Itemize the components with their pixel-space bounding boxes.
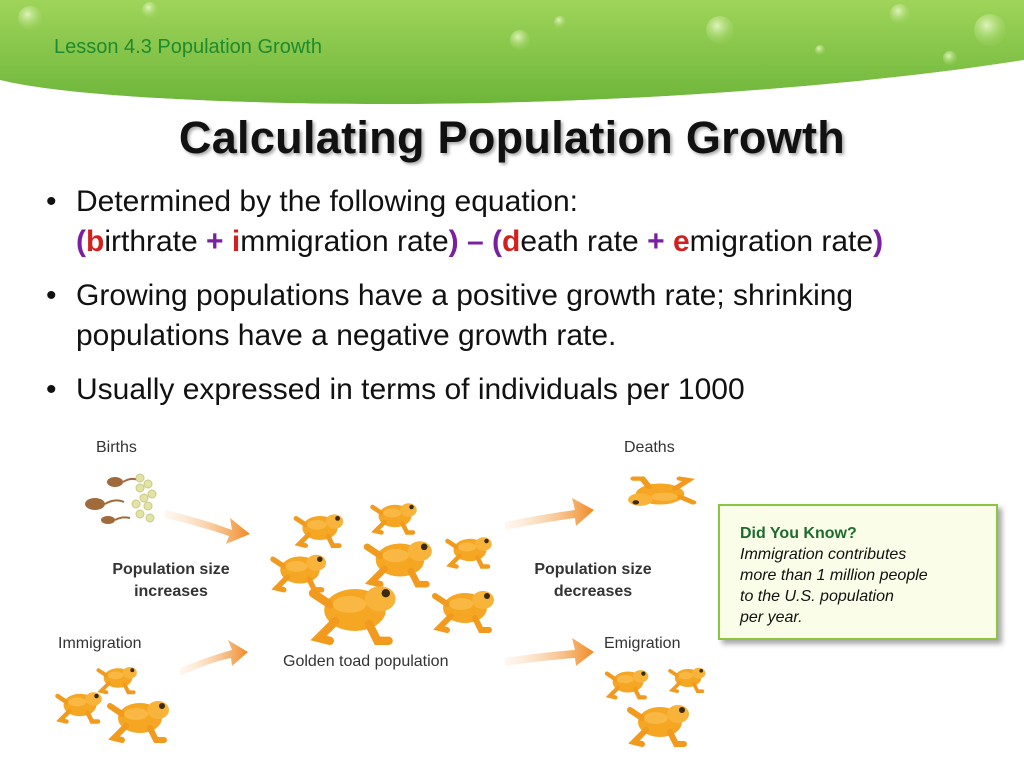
bullet-per-1000: • Usually expressed in terms of individu… — [46, 370, 1006, 410]
eq-i: i — [223, 225, 241, 258]
eq-text: mmigration rate — [240, 225, 449, 258]
arrow-births — [165, 510, 250, 544]
eq-plus: + — [647, 225, 665, 258]
bullet-dot: • — [46, 373, 57, 406]
eq-d: d — [502, 225, 521, 258]
did-you-know-callout: Did You Know? Immigration contributes mo… — [718, 504, 998, 640]
bullet-2-text: Growing populations have a positive grow… — [76, 279, 854, 352]
emigration-toads — [607, 665, 708, 744]
eq-minus: ) – ( — [448, 225, 502, 258]
callout-line: per year. — [740, 609, 803, 626]
label-line: Population size — [534, 561, 652, 578]
callout-line: more than 1 million people — [740, 567, 928, 584]
callout-line: Immigration contributes — [740, 546, 907, 563]
eggs-icon — [131, 473, 157, 523]
label-line: increases — [134, 583, 208, 600]
population-diagram — [0, 473, 708, 768]
eq-text: irthrate — [104, 225, 207, 258]
eq-b: b — [86, 225, 105, 258]
header-banner — [0, 0, 1024, 110]
immigration-toads — [58, 665, 170, 740]
bullet-list: • Determined by the following equation: … — [46, 182, 1006, 424]
golden-toad-population — [273, 503, 494, 641]
eq-paren: ) — [873, 225, 884, 258]
label-line: Population size — [112, 561, 230, 578]
dead-toad-icon — [628, 479, 693, 506]
label-line: decreases — [553, 583, 633, 600]
label-births: Births — [96, 439, 137, 456]
slide-title: Calculating Population Growth — [178, 112, 846, 163]
bullet-growth-rate: • Growing populations have a positive gr… — [46, 276, 1006, 356]
bullet-dot: • — [46, 185, 57, 218]
growth-equation: (birthrate + immigration rate) – (death … — [76, 222, 1006, 262]
bullet-dot: • — [46, 279, 57, 312]
label-emigration: Emigration — [604, 635, 681, 652]
arrow-immigration — [180, 640, 248, 676]
eq-text: migration rate — [689, 225, 874, 258]
lesson-label: Lesson 4.3 Population Growth — [54, 36, 322, 58]
arrow-deaths — [505, 498, 594, 530]
eq-e: e — [664, 225, 690, 258]
eq-text: eath rate — [520, 225, 648, 258]
arrow-emigration — [505, 638, 594, 666]
bullet-equation: • Determined by the following equation: … — [46, 182, 1006, 262]
label-population-increases: Population size increases — [100, 559, 242, 603]
label-immigration: Immigration — [58, 635, 142, 652]
callout-heading: Did You Know? — [740, 525, 857, 542]
tadpole-icon — [85, 477, 139, 524]
bullet-1-text: Determined by the following equation: — [76, 185, 578, 218]
label-population-decreases: Population size decreases — [522, 559, 664, 603]
label-golden-toad-population: Golden toad population — [283, 653, 449, 670]
callout-line: to the U.S. population — [740, 588, 894, 605]
label-deaths: Deaths — [624, 439, 675, 456]
bullet-3-text: Usually expressed in terms of individual… — [76, 373, 745, 406]
eq-paren: ( — [76, 225, 86, 258]
eq-plus: + — [206, 225, 224, 258]
